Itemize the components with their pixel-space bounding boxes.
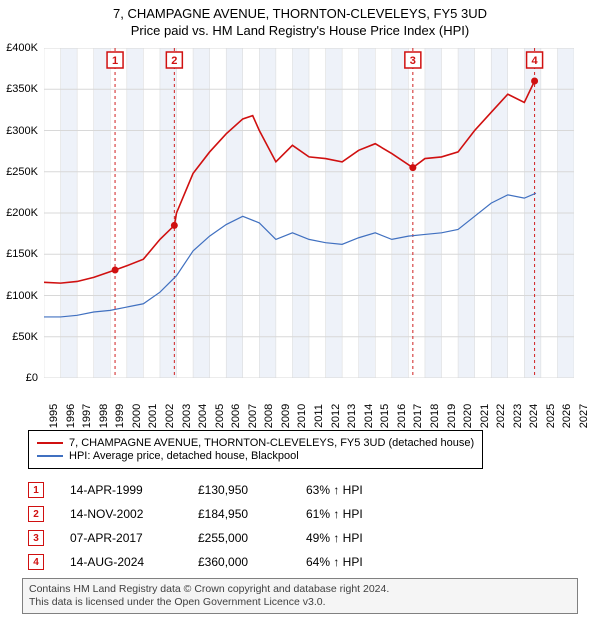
chart-title: 7, CHAMPAGNE AVENUE, THORNTON-CLEVELEYS,…	[0, 6, 600, 21]
svg-text:3: 3	[410, 55, 416, 67]
marker-number-icon: 4	[28, 554, 44, 570]
chart-legend: 7, CHAMPAGNE AVENUE, THORNTON-CLEVELEYS,…	[28, 430, 483, 469]
legend-swatch-hpi	[37, 455, 63, 458]
legend-label-hpi: HPI: Average price, detached house, Blac…	[69, 450, 299, 462]
x-tick-label: 2007	[247, 404, 259, 428]
marker-pct: 64% ↑ HPI	[306, 555, 406, 569]
x-tick-label: 2005	[214, 404, 226, 428]
marker-pct: 63% ↑ HPI	[306, 483, 406, 497]
marker-price: £360,000	[198, 555, 298, 569]
y-tick-label: £400K	[6, 42, 38, 54]
x-tick-label: 2013	[346, 404, 358, 428]
x-tick-label: 1997	[81, 404, 93, 428]
y-tick-label: £50K	[12, 331, 38, 343]
marker-price: £130,950	[198, 483, 298, 497]
marker-number-icon: 2	[28, 506, 44, 522]
x-tick-label: 2017	[412, 404, 424, 428]
x-tick-label: 2009	[280, 404, 292, 428]
x-tick-label: 2006	[230, 404, 242, 428]
marker-price: £255,000	[198, 531, 298, 545]
x-tick-label: 2014	[363, 404, 375, 428]
svg-text:4: 4	[532, 55, 539, 67]
marker-pct: 61% ↑ HPI	[306, 507, 406, 521]
marker-price: £184,950	[198, 507, 298, 521]
x-tick-label: 2019	[446, 404, 458, 428]
x-tick-label: 1999	[114, 404, 126, 428]
x-tick-label: 2026	[561, 404, 573, 428]
chart-plot-area: 1 2 3 4	[44, 48, 574, 378]
marker-row: 3 07-APR-2017 £255,000 49% ↑ HPI	[28, 526, 406, 550]
x-tick-label: 2016	[396, 404, 408, 428]
y-tick-label: £300K	[6, 125, 38, 137]
x-tick-label: 1995	[48, 404, 60, 428]
legend-label-property: 7, CHAMPAGNE AVENUE, THORNTON-CLEVELEYS,…	[69, 437, 474, 449]
footer-line1: Contains HM Land Registry data © Crown c…	[29, 583, 571, 596]
x-tick-label: 2000	[131, 404, 143, 428]
y-tick-label: £350K	[6, 83, 38, 95]
y-axis-labels: £0£50K£100K£150K£200K£250K£300K£350K£400…	[0, 48, 42, 378]
x-tick-label: 2021	[479, 404, 491, 428]
legend-item-property: 7, CHAMPAGNE AVENUE, THORNTON-CLEVELEYS,…	[37, 437, 474, 449]
svg-text:2: 2	[171, 55, 177, 67]
footer-line2: This data is licensed under the Open Gov…	[29, 596, 571, 609]
x-tick-label: 2011	[313, 404, 325, 428]
x-tick-label: 2004	[197, 404, 209, 428]
y-tick-label: £200K	[6, 207, 38, 219]
footer-attribution: Contains HM Land Registry data © Crown c…	[22, 578, 578, 614]
marker-row: 2 14-NOV-2002 £184,950 61% ↑ HPI	[28, 502, 406, 526]
chart-title-block: 7, CHAMPAGNE AVENUE, THORNTON-CLEVELEYS,…	[0, 0, 600, 38]
x-tick-label: 2020	[462, 404, 474, 428]
x-tick-label: 2008	[263, 404, 275, 428]
x-tick-label: 1998	[98, 404, 110, 428]
x-tick-label: 2003	[181, 404, 193, 428]
y-tick-label: £0	[26, 372, 38, 384]
x-axis-labels: 1995199619971998199920002001200220032004…	[44, 380, 574, 424]
marker-row: 4 14-AUG-2024 £360,000 64% ↑ HPI	[28, 550, 406, 574]
x-tick-label: 2027	[578, 404, 590, 428]
marker-table: 1 14-APR-1999 £130,950 63% ↑ HPI 2 14-NOV-200…	[28, 478, 406, 574]
x-tick-label: 2024	[528, 404, 540, 428]
legend-swatch-property	[37, 442, 63, 445]
chart-subtitle: Price paid vs. HM Land Registry's House …	[0, 23, 600, 38]
y-tick-label: £150K	[6, 248, 38, 260]
x-tick-label: 2022	[495, 404, 507, 428]
x-tick-label: 2002	[164, 404, 176, 428]
marker-row: 1 14-APR-1999 £130,950 63% ↑ HPI	[28, 478, 406, 502]
svg-text:1: 1	[112, 55, 118, 67]
x-tick-label: 2001	[147, 404, 159, 428]
x-tick-label: 2023	[512, 404, 524, 428]
chart-svg: 1 2 3 4	[44, 48, 574, 378]
x-tick-label: 1996	[65, 404, 77, 428]
legend-item-hpi: HPI: Average price, detached house, Blac…	[37, 450, 474, 462]
y-tick-label: £100K	[6, 290, 38, 302]
x-tick-label: 2012	[330, 404, 342, 428]
x-tick-label: 2015	[379, 404, 391, 428]
x-tick-label: 2025	[545, 404, 557, 428]
marker-date: 14-AUG-2024	[70, 555, 190, 569]
y-tick-label: £250K	[6, 166, 38, 178]
x-tick-label: 2018	[429, 404, 441, 428]
marker-pct: 49% ↑ HPI	[306, 531, 406, 545]
marker-number-icon: 3	[28, 530, 44, 546]
marker-date: 14-APR-1999	[70, 483, 190, 497]
marker-date: 07-APR-2017	[70, 531, 190, 545]
marker-number-icon: 1	[28, 482, 44, 498]
marker-date: 14-NOV-2002	[70, 507, 190, 521]
x-tick-label: 2010	[296, 404, 308, 428]
